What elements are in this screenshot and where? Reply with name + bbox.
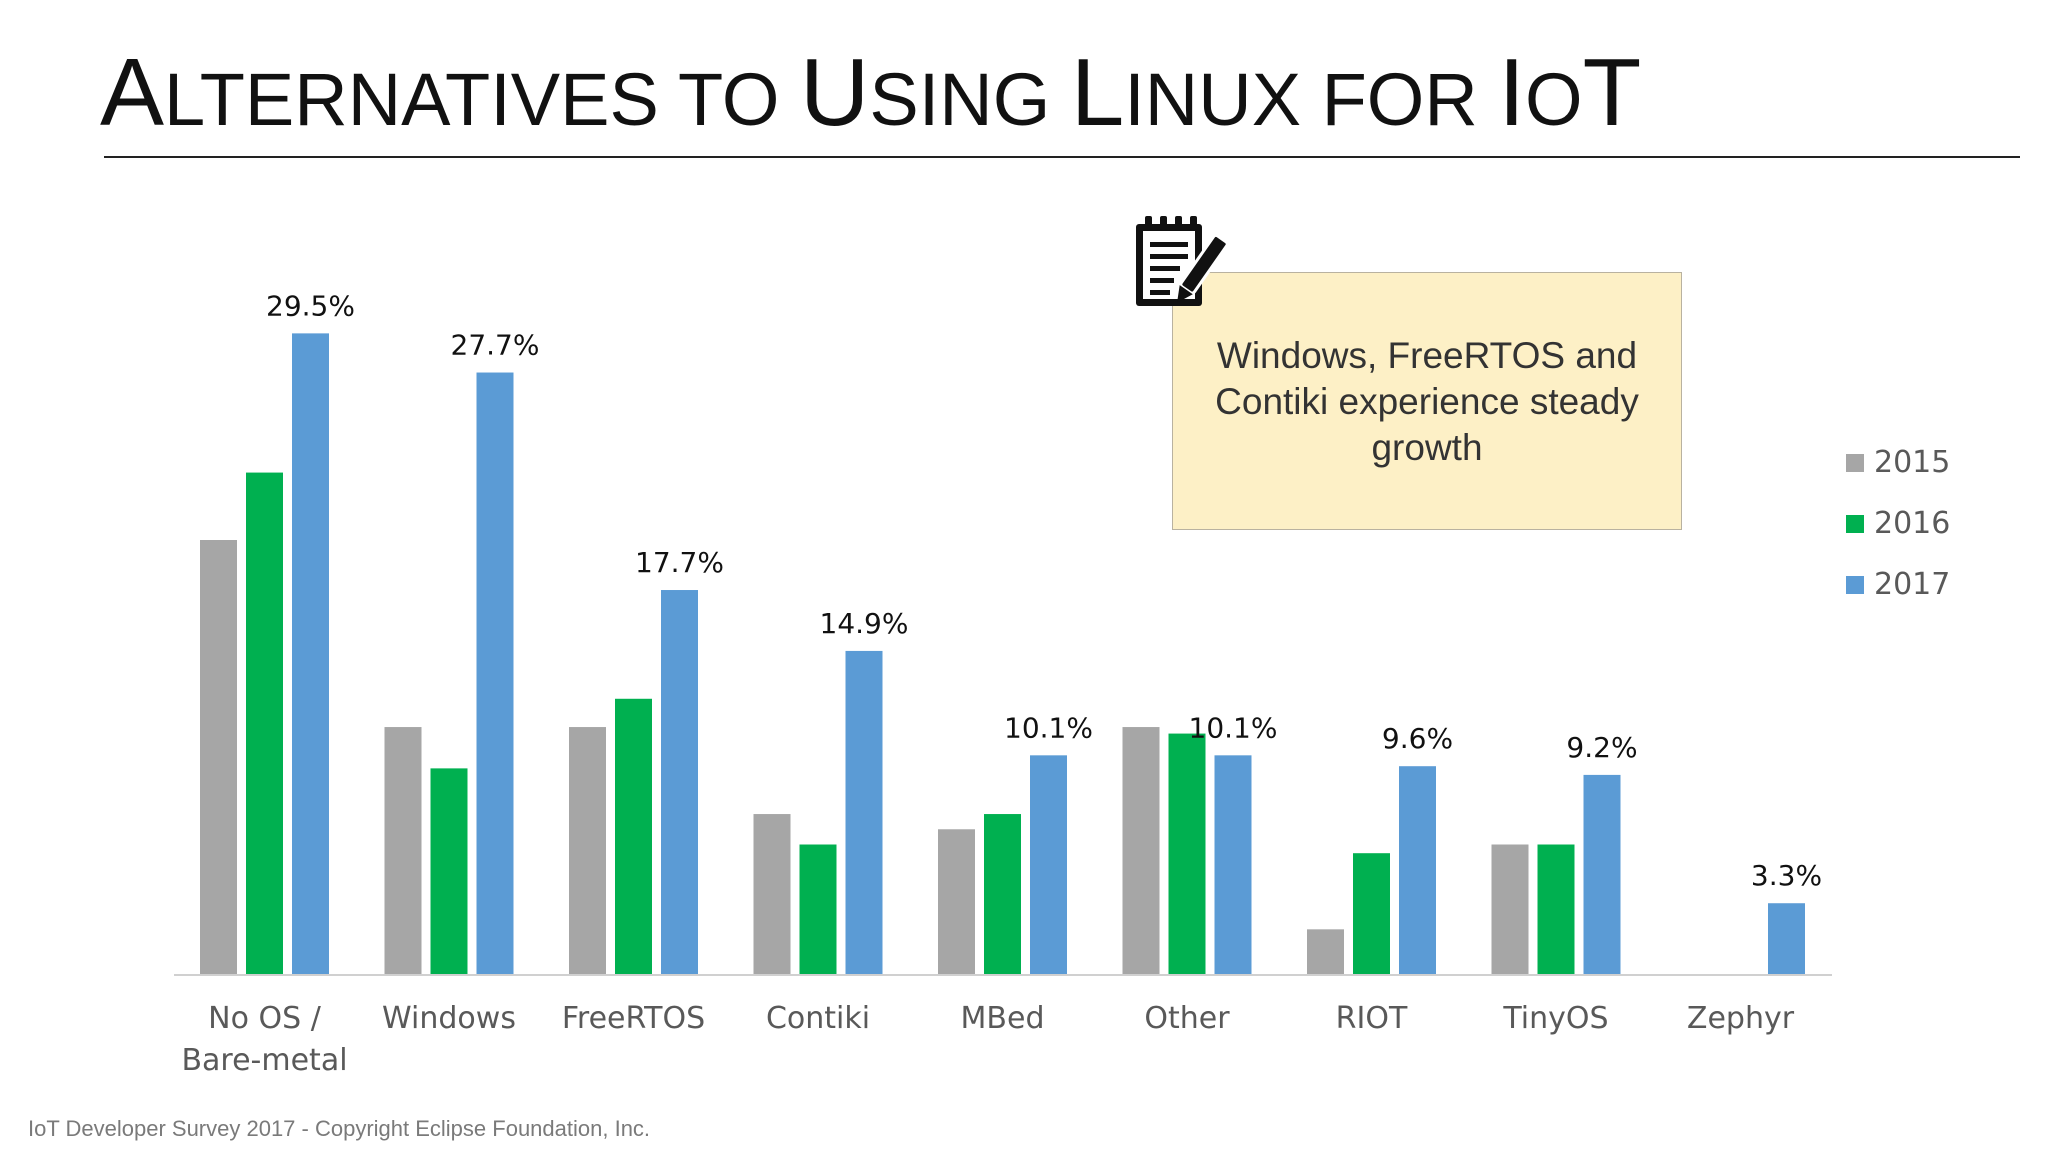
legend-label-2017: 2017 <box>1874 567 1951 602</box>
bar-2015-2 <box>569 727 606 975</box>
legend-swatch-2017 <box>1846 575 1864 594</box>
bar-2017-4 <box>1030 755 1067 975</box>
bar-2016-4 <box>984 814 1021 975</box>
callout-text: Windows, FreeRTOS and Contiki experience… <box>1215 335 1639 468</box>
bar-2015-7 <box>1491 844 1529 975</box>
data-label: 10.1% <box>1189 711 1278 744</box>
bar-2017-2 <box>661 590 698 975</box>
bar-2015-1 <box>384 727 422 975</box>
x-tick-label: Zephyr <box>1687 1001 1795 1036</box>
legend-swatch-2015 <box>1846 453 1864 472</box>
bar-2015-5 <box>1122 727 1160 975</box>
data-label: 10.1% <box>1004 711 1093 744</box>
notepad-pen-icon <box>1136 216 1229 306</box>
title-underline <box>104 156 2020 158</box>
x-tick-label: No OS / <box>208 1001 322 1036</box>
data-label: 9.2% <box>1566 731 1637 764</box>
x-tick-label: Windows <box>382 1001 516 1036</box>
bar-2015-0 <box>200 540 237 975</box>
legend-label-2016: 2016 <box>1874 506 1951 541</box>
x-tick-label: Contiki <box>766 1001 870 1036</box>
data-label: 17.7% <box>635 546 724 579</box>
data-label: 29.5% <box>266 289 355 322</box>
x-tick-label: FreeRTOS <box>562 1001 705 1036</box>
bar-2016-5 <box>1168 733 1206 975</box>
bar-2017-7 <box>1583 774 1621 975</box>
legend: 2015 2016 2017 <box>1846 432 1950 615</box>
x-tick-label: MBed <box>961 1001 1045 1036</box>
bar-2017-1 <box>476 372 514 975</box>
bar-2017-8 <box>1768 903 1805 975</box>
x-tick-label: TinyOS <box>1502 1001 1608 1036</box>
bar-2016-6 <box>1353 853 1390 975</box>
bar-2017-0 <box>292 333 329 975</box>
legend-label-2015: 2015 <box>1874 445 1951 480</box>
data-label: 27.7% <box>451 329 540 362</box>
bar-2015-6 <box>1307 929 1344 975</box>
x-tick-label: RIOT <box>1336 1001 1408 1036</box>
bar-2017-5 <box>1214 755 1252 975</box>
bar-2016-1 <box>430 768 468 975</box>
legend-item-2015: 2015 <box>1846 432 1950 493</box>
page-title: ALTERNATIVES TO USING LINUX FOR IOT <box>100 39 1642 146</box>
footer-copyright: IoT Developer Survey 2017 - Copyright Ec… <box>28 1116 651 1141</box>
bar-2016-2 <box>615 698 652 975</box>
bar-2015-3 <box>753 814 791 975</box>
bar-2017-3 <box>845 650 883 975</box>
bar-2016-0 <box>246 472 283 975</box>
callout-box: Windows, FreeRTOS and Contiki experience… <box>1172 272 1682 530</box>
data-label: 9.6% <box>1382 722 1453 755</box>
legend-item-2017: 2017 <box>1846 554 1950 615</box>
bar-2015-4 <box>938 829 975 975</box>
bar-2017-6 <box>1399 766 1436 975</box>
bar-2016-3 <box>799 844 837 975</box>
data-label: 14.9% <box>820 607 909 640</box>
legend-item-2016: 2016 <box>1846 493 1950 554</box>
x-tick-label: Bare-metal <box>181 1043 347 1078</box>
data-label: 3.3% <box>1751 859 1822 892</box>
x-tick-label: Other <box>1144 1001 1230 1036</box>
legend-swatch-2016 <box>1846 514 1864 533</box>
bar-2016-7 <box>1537 844 1575 975</box>
